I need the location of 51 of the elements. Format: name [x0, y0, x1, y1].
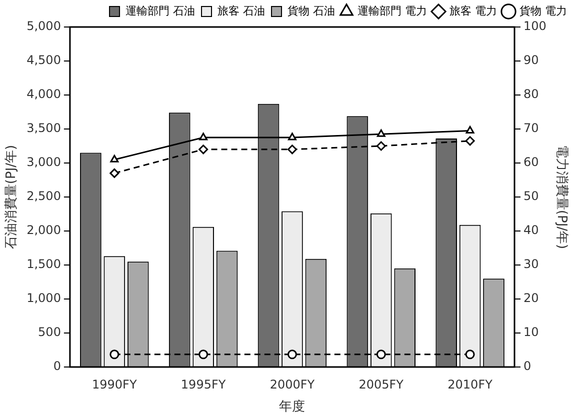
legend-label: 貨物 石油	[288, 4, 336, 18]
point	[198, 144, 208, 154]
point	[287, 144, 297, 154]
y2-tick-label: 20	[523, 291, 539, 306]
y2-tick-label: 30	[523, 257, 539, 272]
y2-tick-label: 10	[523, 325, 539, 340]
point	[465, 136, 475, 146]
legend-label: 旅客 電力	[450, 4, 498, 18]
y-tick-label: 4,500	[26, 53, 61, 68]
y-tick-label: 3,500	[26, 121, 61, 136]
y-tick-label: 1,000	[26, 291, 61, 306]
point	[199, 132, 208, 140]
y2-tick-label: 0	[523, 359, 532, 374]
point	[198, 350, 208, 360]
y-tick-label: 5,000	[26, 19, 61, 34]
y-tick-label: 2,000	[26, 223, 61, 238]
y2-tick-label: 90	[523, 53, 539, 68]
y2-tick-label: 40	[523, 223, 539, 238]
y2-tick-label: 80	[523, 87, 539, 102]
y-tick-label: 0	[53, 359, 61, 374]
y-tick-label: 1,500	[26, 257, 61, 272]
x-tick-label: 1990FY	[92, 377, 138, 392]
x-axis-title: 年度	[279, 398, 306, 415]
y2-tick-label: 60	[523, 155, 539, 170]
point	[110, 168, 120, 178]
point	[465, 350, 475, 360]
x-tick-label: 2005FY	[358, 377, 404, 392]
point	[376, 141, 386, 151]
point	[110, 154, 119, 162]
point	[376, 350, 386, 360]
point	[376, 129, 386, 137]
y-tick-label: 4,000	[26, 87, 61, 102]
x-tick-label: 2000FY	[270, 377, 316, 392]
legend-label: 貨物 電力	[520, 4, 568, 18]
x-tick-label: 2010FY	[448, 377, 494, 392]
y2-axis-title: 電力消費量(PJ/年)	[554, 144, 569, 250]
legend-label: 運輸部門 石油	[126, 4, 196, 18]
point	[466, 126, 474, 134]
y-tick-label: 500	[38, 325, 61, 340]
y2-tick-label: 50	[523, 189, 539, 204]
legend-label: 運輸部門 電力	[358, 4, 428, 18]
y2-tick-label: 70	[523, 121, 539, 136]
point	[110, 350, 120, 360]
y2-tick-label: 100	[523, 19, 546, 34]
y-tick-label: 3,000	[26, 155, 61, 170]
point	[287, 350, 297, 360]
point	[288, 132, 296, 140]
legend-label: 旅客 石油	[218, 4, 266, 18]
y-tick-label: 2,500	[26, 189, 61, 204]
x-tick-label: 1995FY	[180, 377, 226, 392]
y-axis-title: 石油消費量(PJ/年)	[4, 144, 20, 250]
